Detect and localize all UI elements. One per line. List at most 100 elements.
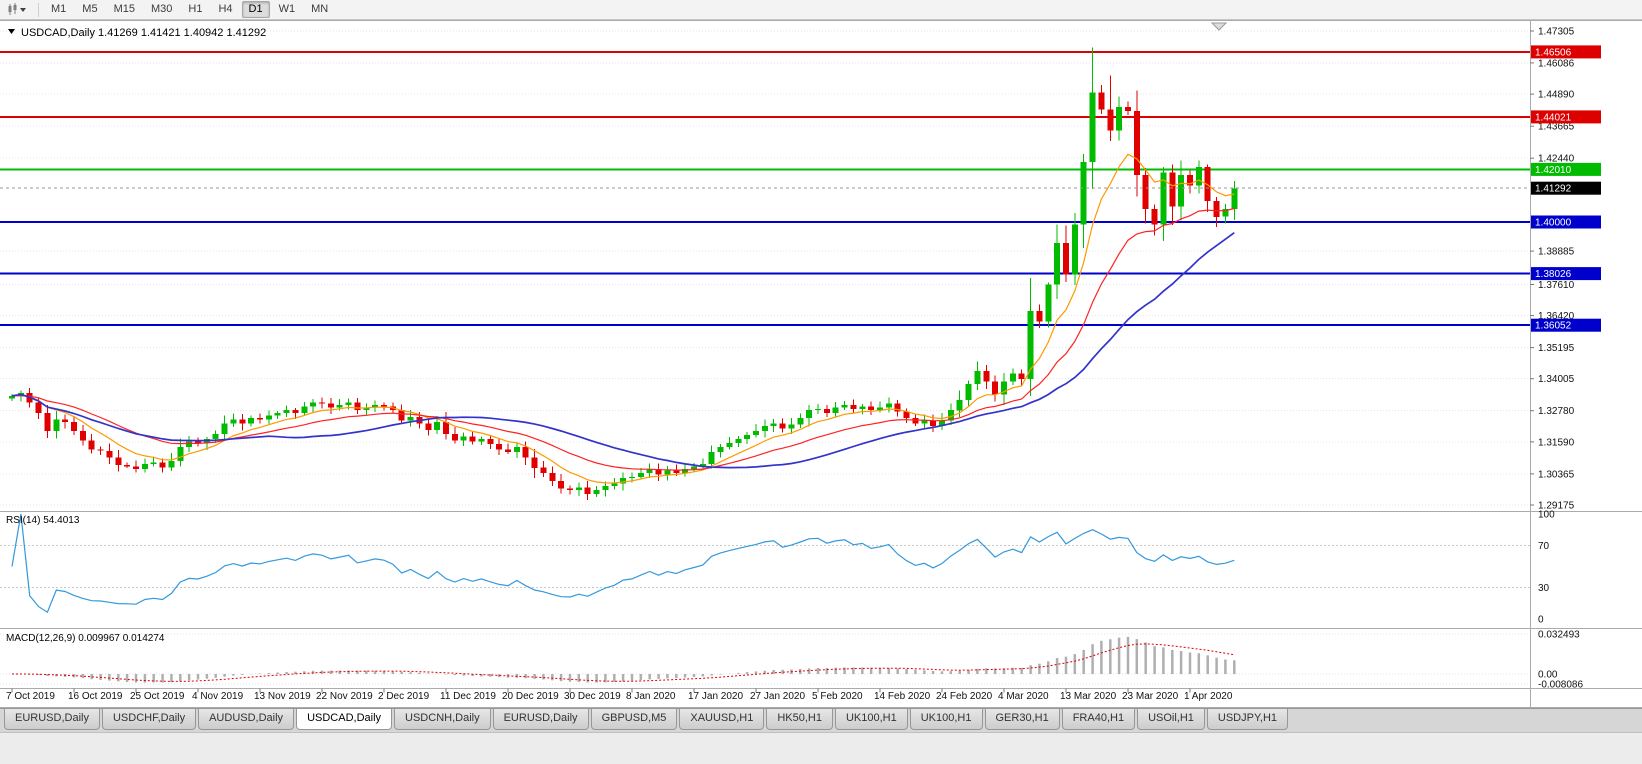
candle [62, 414, 69, 429]
candle [310, 399, 317, 413]
candle [478, 436, 485, 446]
price-tick-label: 1.34005 [1538, 374, 1575, 385]
chart-tab-gbpusd-m5[interactable]: GBPUSD,M5 [590, 709, 678, 730]
price-tick-label: 1.36420 [1538, 311, 1575, 322]
candle [248, 415, 255, 427]
timeframe-button-m5[interactable]: M5 [82, 3, 98, 15]
candle [363, 403, 370, 416]
candle [1001, 373, 1007, 405]
chart-tab-usoil-h1[interactable]: USOil,H1 [1137, 709, 1205, 730]
price-tick-label: 1.30365 [1538, 469, 1575, 480]
candle [257, 413, 263, 424]
candle [1098, 85, 1105, 114]
charts-dropdown-icon[interactable] [3, 1, 33, 19]
chart-tab-eurusd-daily[interactable]: EURUSD,Daily [492, 709, 589, 730]
chart-tab-hk50-h1[interactable]: HK50,H1 [766, 709, 833, 730]
chart-tab-ger30-h1[interactable]: GER30,H1 [984, 709, 1060, 730]
chart-tab-uk100-h1[interactable]: UK100,H1 [909, 709, 983, 730]
candle [850, 399, 857, 413]
candle [885, 397, 892, 413]
price-axis[interactable]: 1.47305 1.46086 1.44890 1.43665 1.42440 1.388… [1530, 27, 1583, 691]
candle [1151, 204, 1158, 236]
chart-shift-marker[interactable] [1210, 22, 1228, 31]
candle [141, 458, 148, 473]
timeframe-button-m1[interactable]: M1 [51, 3, 67, 15]
chart-tab-audusd-daily[interactable]: AUDUSD,Daily [198, 709, 295, 730]
svg-text:1.46506: 1.46506 [1535, 47, 1572, 58]
timeframe-button-mn[interactable]: MN [311, 3, 329, 15]
candle [1169, 164, 1176, 225]
candle [1063, 225, 1069, 282]
price-tick-label: 1.42440 [1538, 154, 1575, 165]
candle [983, 364, 990, 390]
candle [584, 480, 591, 500]
timeframe-button-h4[interactable]: H4 [218, 3, 233, 15]
price-tick-label: 1.31590 [1538, 437, 1575, 448]
chart-tab-usdcad-daily[interactable]: USDCAD,Daily [296, 709, 393, 730]
candle [487, 435, 494, 449]
candle [788, 418, 795, 435]
date-tick-label: 22 Nov 2019 [316, 691, 373, 702]
chart-tab-usdjpy-h1[interactable]: USDJPY,H1 [1206, 709, 1289, 730]
date-tick-label: 25 Oct 2019 [130, 691, 185, 702]
date-tick-label: 8 Jan 2020 [626, 691, 676, 702]
candle [1160, 167, 1167, 241]
timeframe-button-h1[interactable]: H1 [188, 3, 203, 15]
candle [744, 432, 751, 444]
chart-tab-fra40-h1[interactable]: FRA40,H1 [1061, 709, 1136, 730]
price-tick-label: 1.46086 [1538, 58, 1575, 69]
chart-tab-uk100-h1[interactable]: UK100,H1 [834, 709, 908, 730]
date-tick-label: 24 Feb 2020 [936, 691, 993, 702]
candle [195, 437, 201, 447]
candle [761, 419, 768, 438]
chart-dropdown-arrow-icon[interactable] [8, 29, 15, 34]
chart-tab-usdchf-daily[interactable]: USDCHF,Daily [101, 709, 197, 730]
candle [79, 425, 86, 446]
candle [1107, 75, 1114, 142]
chart-title: USDCAD,Daily 1.41269 1.41421 1.40942 1.4… [21, 27, 266, 39]
chart-area[interactable]: 1.47305 1.46086 1.44890 1.43665 1.42440 1.388… [0, 20, 1642, 708]
candle [708, 445, 715, 469]
candle [1089, 47, 1096, 189]
chart-tab-eurusd-daily[interactable]: EURUSD,Daily [4, 709, 100, 730]
date-tick-label: 17 Jan 2020 [688, 691, 743, 702]
candle [939, 413, 945, 431]
chart-tab-xauusd-h1[interactable]: XAUUSD,H1 [679, 709, 765, 730]
date-tick-label: 27 Jan 2020 [750, 691, 805, 702]
date-tick-label: 4 Nov 2019 [192, 691, 244, 702]
macd-tick-label: -0.008086 [1538, 680, 1583, 691]
date-axis[interactable]: 7 Oct 2019 16 Oct 2019 25 Oct 2019 4 Nov 20… [6, 688, 1233, 703]
candle [1222, 203, 1229, 224]
date-tick-label: 4 Mar 2020 [998, 691, 1049, 702]
candle [283, 405, 290, 418]
timeframe-button-d1[interactable]: D1 [241, 1, 270, 18]
candle [806, 404, 813, 427]
candle [664, 466, 671, 481]
candle [726, 436, 733, 450]
candle [496, 437, 503, 456]
horizontal-level-lines[interactable] [0, 50, 1530, 327]
macd-tick-label: 0.032493 [1538, 630, 1580, 641]
candle [1133, 90, 1140, 197]
candle [859, 404, 866, 415]
date-tick-label: 1 Apr 2020 [1184, 691, 1233, 702]
candle [1116, 96, 1123, 141]
candle [593, 486, 600, 498]
candle [115, 450, 122, 472]
candle [841, 400, 848, 411]
timeframe-button-m15[interactable]: M15 [113, 3, 135, 15]
timeframe-button-w1[interactable]: W1 [278, 3, 296, 15]
rsi-panel [0, 513, 1530, 614]
price-tick-label: 1.43665 [1538, 122, 1575, 133]
candle [1027, 278, 1034, 396]
candlestick-series [9, 47, 1238, 500]
timeframe-button-m30[interactable]: M30 [150, 3, 173, 15]
candle [575, 482, 582, 497]
chart-tab-usdcnh-daily[interactable]: USDCNH,Daily [394, 709, 491, 730]
price-tick-label: 1.37610 [1538, 280, 1575, 291]
candle [602, 481, 609, 497]
ma-fast-line [11, 153, 1235, 484]
rsi-line [11, 513, 1235, 614]
macd-tick-label: 0.00 [1538, 670, 1558, 681]
price-tick-label: 1.38885 [1538, 247, 1575, 258]
